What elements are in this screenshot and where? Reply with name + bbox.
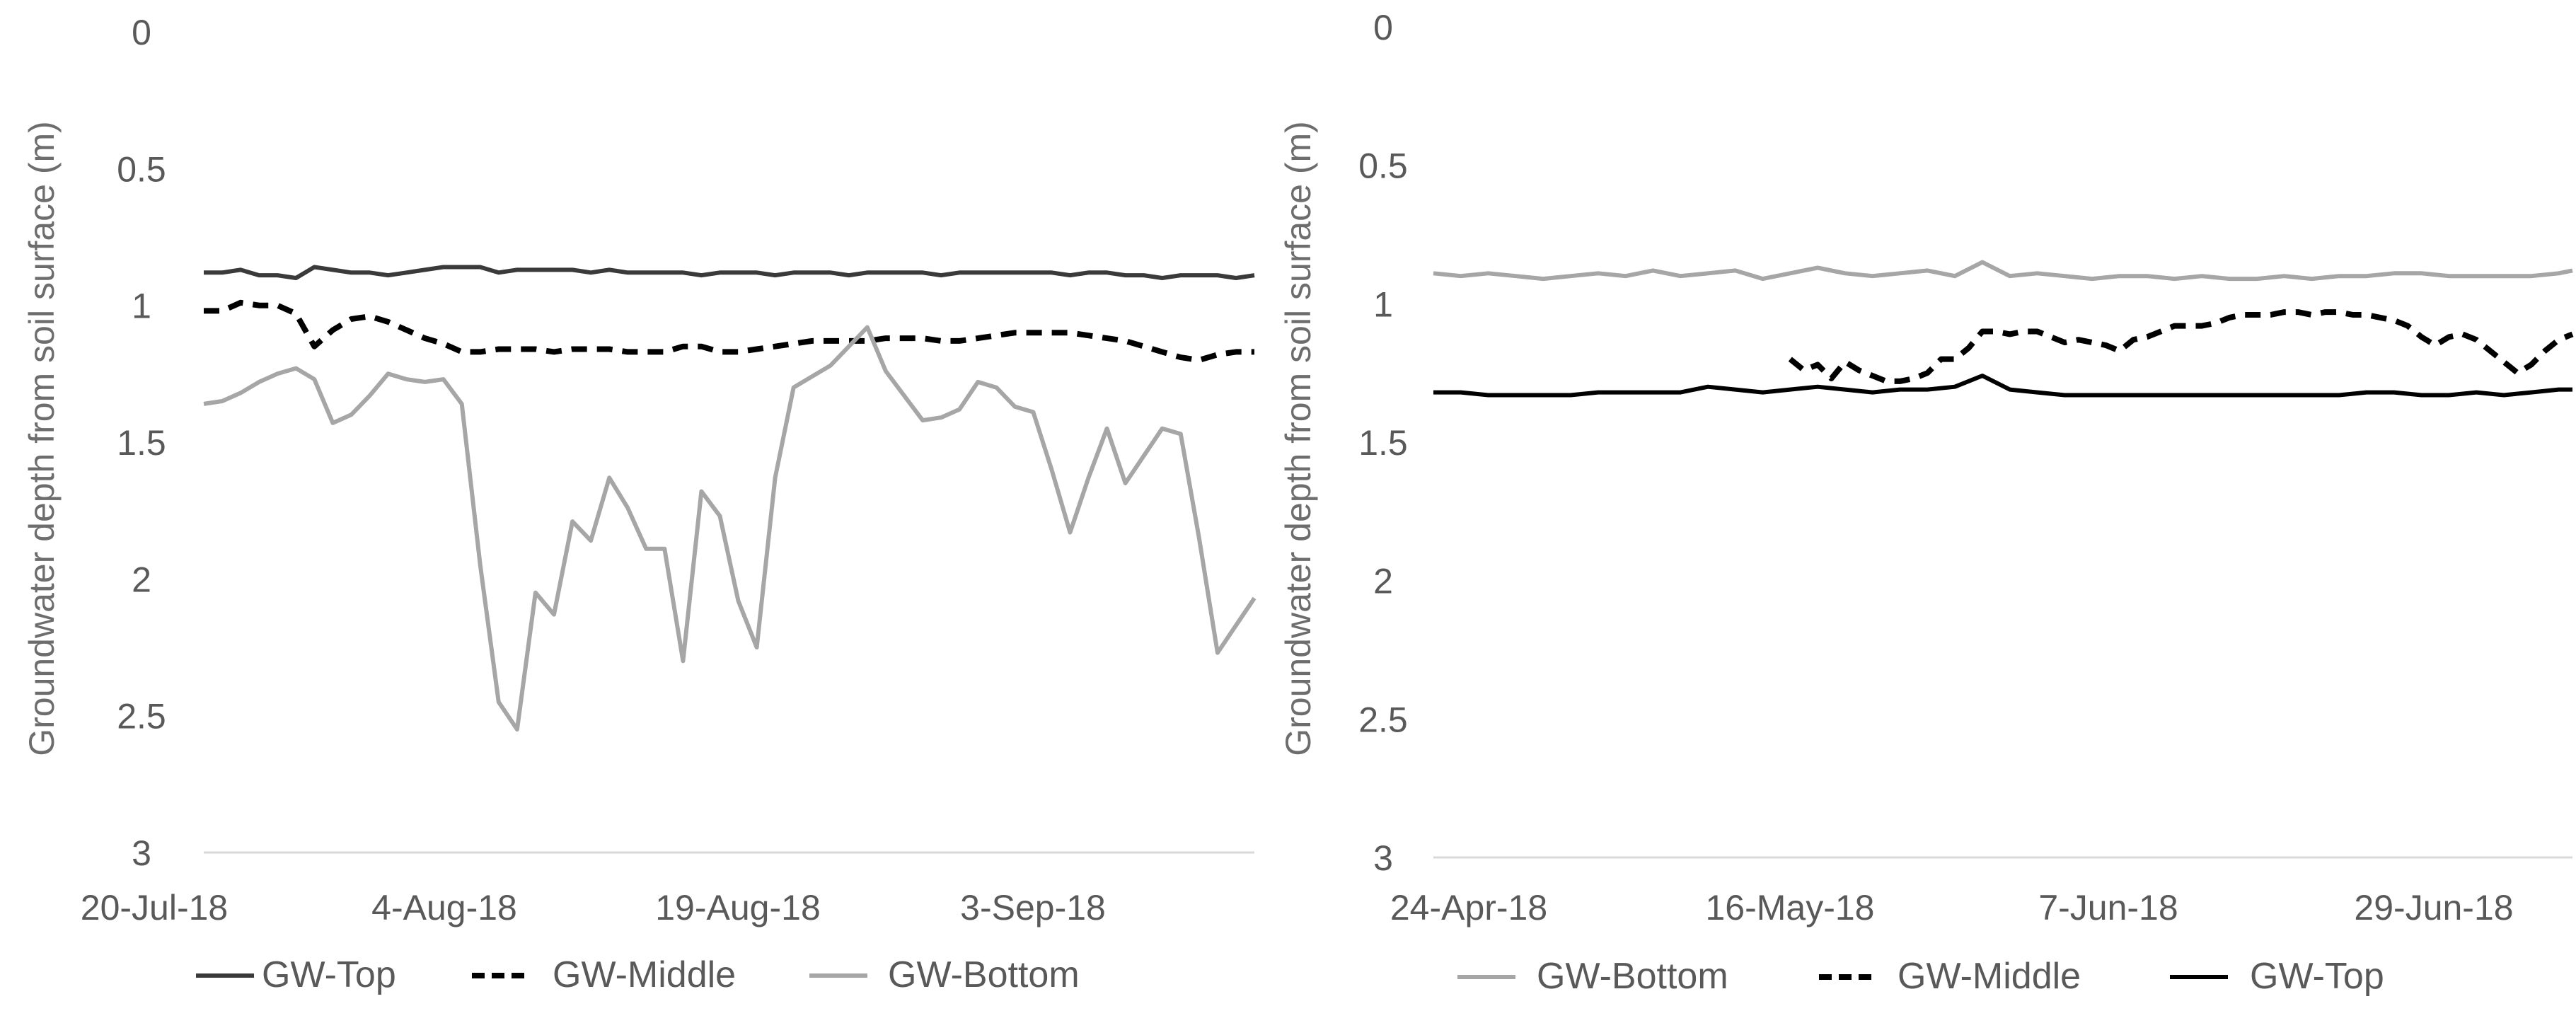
series-line-gw-middle	[1788, 309, 2574, 384]
legend-label: GW-Top	[262, 954, 396, 995]
chart-left: Groundwater depth from soil surface (m) …	[22, 13, 1257, 995]
chart-right: Groundwater depth from soil surface (m) …	[1278, 8, 2574, 997]
y-tick-label: 1	[1373, 284, 1393, 324]
x-tick-label: 4-Aug-18	[371, 888, 517, 927]
legend-label: GW-Middle	[553, 954, 736, 995]
series-line-gw-top	[204, 265, 1255, 280]
series-line-gw-bottom	[1433, 260, 2573, 282]
legend: GW-Bottom GW-Middle GW-Top	[1457, 956, 2384, 997]
y-tick-label: 3	[1373, 838, 1393, 878]
y-tick-label: 3	[132, 833, 151, 873]
series-line-gw-bottom	[203, 325, 1257, 732]
y-tick-label: 2.5	[117, 697, 166, 736]
x-tick-label: 24-Apr-18	[1390, 888, 1547, 927]
y-tick-label: 2	[1373, 562, 1393, 601]
legend-label: GW-Top	[2250, 956, 2384, 997]
legend-label: GW-Bottom	[888, 954, 1080, 995]
legend-label: GW-Bottom	[1537, 956, 1728, 997]
x-tick-label: 16-May-18	[1706, 888, 1875, 927]
y-axis-title: Groundwater depth from soil surface (m)	[1278, 121, 1318, 756]
legend: GW-Top GW-Middle GW-Bottom	[196, 954, 1080, 995]
x-tick-label: 19-Aug-18	[655, 888, 821, 927]
legend-label: GW-Middle	[1898, 956, 2081, 997]
y-tick-label: 2.5	[1358, 700, 1408, 739]
y-tick-label: 0.5	[117, 149, 166, 189]
y-tick-label: 2	[132, 560, 151, 599]
y-tick-label: 1.5	[1358, 423, 1408, 463]
x-tick-label: 20-Jul-18	[81, 888, 228, 927]
x-tick-label: 29-Jun-18	[2354, 888, 2513, 927]
y-tick-label: 0.5	[1358, 146, 1408, 186]
y-tick-label: 1	[132, 287, 151, 326]
x-tick-label: 3-Sep-18	[960, 888, 1106, 927]
y-axis-title: Groundwater depth from soil surface (m)	[22, 121, 62, 756]
y-tick-label: 0	[1373, 8, 1393, 47]
y-tick-label: 0	[132, 13, 151, 52]
series-line-gw-middle	[204, 299, 1254, 363]
x-tick-label: 7-Jun-18	[2038, 888, 2178, 927]
series-line-gw-top	[1433, 374, 2572, 398]
y-tick-label: 1.5	[117, 423, 166, 463]
